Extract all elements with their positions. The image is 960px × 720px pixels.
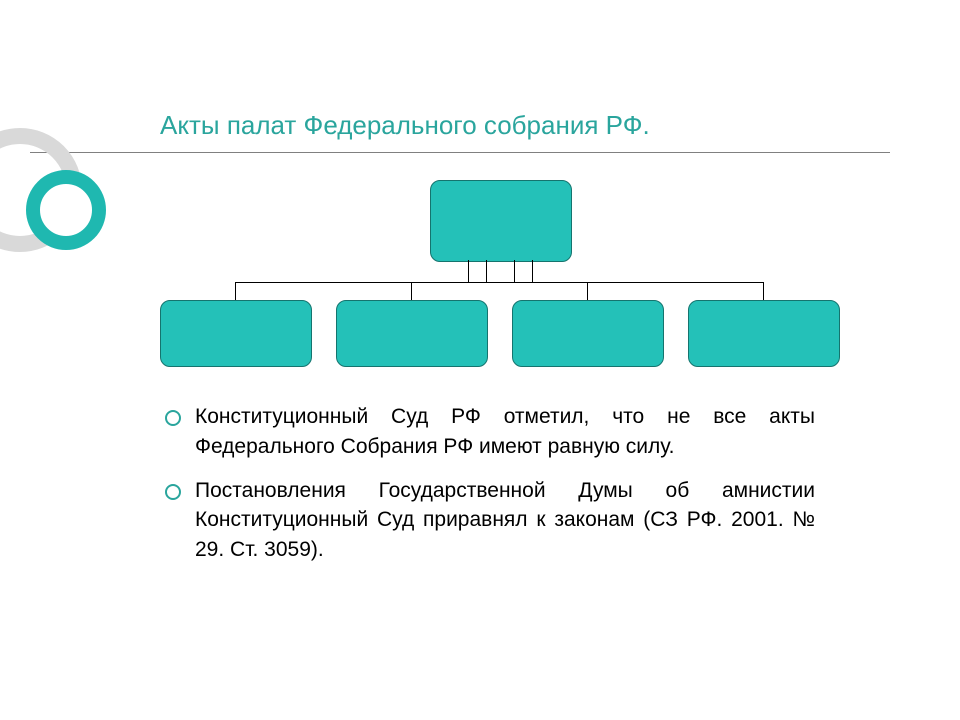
connector [587, 282, 588, 300]
tree-child-node [160, 300, 312, 367]
bullet-marker-icon [165, 484, 181, 500]
title-underline [30, 152, 890, 153]
connector [514, 260, 515, 282]
connector [468, 260, 469, 282]
bullet-list: Конституционный Суд РФ отметил, что не в… [165, 402, 815, 579]
connector [532, 260, 533, 282]
tree-child-node [336, 300, 488, 367]
connector [763, 282, 764, 300]
bullet-text: Постановления Государственной Думы об ам… [195, 479, 815, 562]
tree-child-node [688, 300, 840, 367]
connector [235, 282, 236, 300]
ring-icon [26, 170, 106, 250]
decorative-rings [0, 140, 120, 260]
connector [411, 282, 412, 300]
org-tree-diagram [160, 180, 840, 370]
bullet-text: Конституционный Суд РФ отметил, что не в… [195, 405, 815, 458]
connector [486, 260, 487, 282]
connector [235, 282, 763, 283]
tree-child-node [512, 300, 664, 367]
bullet-marker-icon [165, 410, 181, 426]
page-title: Акты палат Федерального собрания РФ. [160, 110, 650, 141]
bullet-item: Постановления Государственной Думы об ам… [165, 476, 815, 565]
bullet-item: Конституционный Суд РФ отметил, что не в… [165, 402, 815, 462]
slide: Акты палат Федерального собрания РФ. Кон… [0, 0, 960, 720]
tree-root-node [430, 180, 572, 262]
